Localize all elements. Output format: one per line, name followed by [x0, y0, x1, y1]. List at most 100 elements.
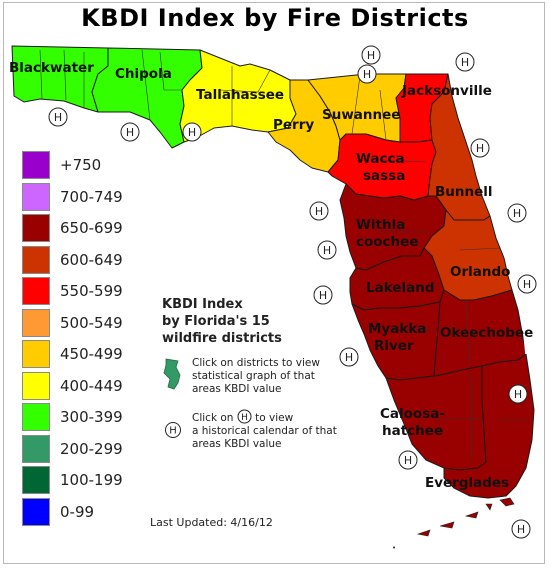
legend-item: 200-299	[22, 434, 172, 465]
svg-text:H: H	[363, 68, 371, 81]
calendar-h-marker[interactable]: H	[517, 274, 537, 294]
district-tallahassee[interactable]	[179, 49, 297, 143]
legend-swatch	[22, 466, 50, 494]
instruction-line: statistical graph of that	[192, 370, 315, 382]
legend-item: 450-499	[22, 340, 172, 370]
calendar-suffix: to view	[255, 412, 294, 424]
label-myakka-river: Myakka River	[368, 321, 426, 354]
svg-text:H: H	[241, 413, 248, 423]
label-perry: Perry	[273, 117, 314, 133]
last-updated: Last Updated: 4/16/12	[150, 516, 273, 529]
instruction-line: areas KBDI value	[192, 383, 282, 395]
label-waccasassa: Wacca sassa	[356, 151, 405, 184]
legend-label: 0-99	[60, 502, 95, 521]
calendar-h-marker[interactable]: H	[455, 52, 475, 72]
legend-label: 300-399	[60, 408, 123, 426]
svg-text:H: H	[319, 289, 327, 302]
calendar-h-marker[interactable]: H	[339, 347, 359, 367]
label-chipola: Chipola	[115, 66, 172, 82]
district-shape-icon	[163, 358, 181, 390]
legend-swatch	[22, 497, 50, 526]
instruction-line: Click on districts to view	[192, 357, 320, 369]
svg-text:H: H	[345, 351, 353, 364]
calendar-h-marker[interactable]: H	[313, 285, 333, 305]
district-labels: Blackwater Chipola Tallahassee Perry Suw…	[9, 60, 533, 491]
svg-text:H: H	[476, 142, 484, 155]
svg-text:H: H	[514, 388, 522, 401]
legend-label: 600-649	[60, 250, 123, 269]
legend-item: 550-599	[22, 277, 172, 307]
subtitle-line: by Florida's 15	[162, 314, 270, 329]
svg-text:H: H	[126, 126, 134, 139]
legend-swatch	[22, 340, 50, 368]
legend-item: 500-549	[22, 308, 172, 339]
label-okeechobee: Okeechobee	[440, 325, 533, 341]
instruction-line: a historical calendar of that	[192, 425, 337, 437]
svg-text:H: H	[404, 454, 412, 467]
calendar-h-marker[interactable]: H	[317, 240, 337, 260]
calendar-h-marker[interactable]: H	[48, 107, 68, 127]
svg-text:H: H	[323, 244, 331, 257]
calendar-h-marker[interactable]: H	[398, 450, 418, 470]
district-blackwater[interactable]	[11, 45, 109, 113]
svg-text:H: H	[523, 278, 531, 291]
calendar-h-marker[interactable]: H	[309, 201, 329, 221]
svg-text:H: H	[461, 56, 469, 69]
calendar-h-marker[interactable]: H	[357, 64, 377, 84]
label-lakeland: Lakeland	[366, 280, 435, 296]
legend-swatch	[22, 308, 50, 337]
instruction-line: areas KBDI value	[192, 438, 282, 450]
legend-item: 100-199	[22, 466, 172, 496]
label-caloosahatchee: Caloosa-hatchee	[380, 406, 445, 439]
svg-text:H: H	[188, 126, 196, 139]
calendar-h-marker[interactable]: H	[511, 519, 531, 539]
subtitle-line: KBDI Index	[162, 297, 243, 312]
label-jacksonville: Jacksonville	[401, 83, 492, 99]
legend-item: 600-649	[22, 245, 172, 276]
legend-swatch	[22, 245, 50, 274]
label-suwannee: Suwannee	[322, 107, 400, 123]
svg-text:H: H	[54, 111, 62, 124]
calendar-instruction: Click on H to view a historical calendar…	[192, 409, 337, 451]
label-bunnell: Bunnell	[435, 184, 493, 200]
legend-label: 700-749	[60, 187, 123, 206]
svg-text:H: H	[513, 207, 521, 220]
legend-label: +750	[60, 156, 102, 174]
legend-label: 450-499	[60, 345, 123, 363]
page-title: KBDI Index by Fire Districts	[81, 4, 469, 32]
subtitle-line: wildfire districts	[162, 331, 282, 346]
map-subtitle: KBDI Index by Florida's 15 wildfire dist…	[162, 296, 282, 347]
calendar-h-marker[interactable]: H	[361, 45, 381, 65]
legend-item: +750	[22, 151, 172, 181]
legend-swatch	[22, 277, 50, 305]
calendar-h-marker[interactable]: H	[470, 138, 490, 158]
districts-instruction: Click on districts to view statistical g…	[192, 357, 320, 396]
legend-item: 0-99	[22, 497, 172, 528]
svg-text:H: H	[517, 523, 525, 536]
legend-label: 200-299	[60, 439, 123, 458]
label-withlacoochee: Withla coochee	[356, 217, 418, 250]
legend-swatch	[22, 182, 50, 211]
legend-label: 400-449	[60, 376, 123, 395]
legend-swatch	[22, 403, 50, 431]
calendar-h-marker[interactable]: H	[182, 122, 202, 142]
legend-swatch	[22, 214, 50, 242]
legend-label: 650-699	[60, 219, 123, 237]
svg-text:H: H	[315, 205, 323, 218]
label-tallahassee: Tallahassee	[196, 87, 284, 103]
label-orlando: Orlando	[450, 264, 510, 280]
legend-label: 550-599	[60, 282, 123, 300]
label-everglades: Everglades	[425, 475, 509, 491]
calendar-h-marker[interactable]: H	[507, 203, 527, 223]
legend-item: 400-449	[22, 371, 172, 402]
legend-swatch	[22, 371, 50, 400]
legend-label: 100-199	[60, 471, 123, 489]
calendar-h-marker[interactable]: H	[508, 384, 528, 404]
calendar-h-marker[interactable]: H	[120, 122, 140, 142]
legend-item: 650-699	[22, 214, 172, 244]
svg-text:H: H	[367, 49, 375, 62]
legend-swatch	[22, 434, 50, 463]
svg-text:H: H	[169, 426, 177, 437]
